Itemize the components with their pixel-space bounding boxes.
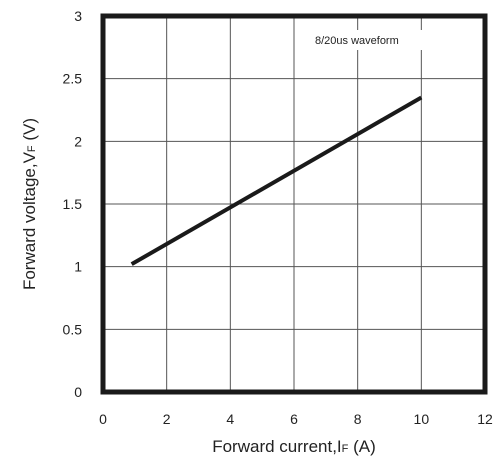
plot-frame: [100, 13, 488, 395]
y-tick-label: 2.5: [63, 71, 83, 87]
y-axis-label-subscript: F: [26, 145, 38, 152]
y-tick-label: 0.5: [63, 321, 83, 337]
grid: [103, 16, 485, 392]
y-axis-label-main: Forward voltage,V: [20, 151, 39, 290]
x-tick-label: 6: [290, 411, 298, 427]
x-tick-label: 10: [414, 411, 430, 427]
x-axis-label-main: Forward current,I: [212, 437, 341, 456]
x-tick-label: 2: [163, 411, 171, 427]
y-tick-labels: 0 0.5 1 1.5 2 2.5 3: [63, 8, 83, 400]
y-tick-label: 1.5: [63, 196, 83, 212]
x-tick-label: 0: [99, 411, 107, 427]
annotation-background: [310, 30, 460, 50]
x-tick-label: 8: [354, 411, 362, 427]
x-axis-label: Forward current,IF (A): [212, 437, 376, 456]
x-tick-label: 4: [226, 411, 234, 427]
x-tick-labels: 0 2 4 6 8 10 12: [99, 411, 493, 427]
y-axis-label-unit: (V): [20, 118, 39, 145]
x-tick-label: 12: [477, 411, 493, 427]
series-layer: [130, 95, 423, 266]
y-tick-label: 0: [74, 384, 82, 400]
waveform-annotation: 8/20us waveform: [315, 35, 399, 47]
x-axis-label-subscript: F: [342, 443, 349, 455]
y-axis-label: Forward voltage,VF (V): [20, 118, 39, 290]
y-tick-label: 2: [74, 133, 82, 149]
series-line: [130, 95, 423, 266]
x-axis-label-unit: (A): [348, 437, 375, 456]
y-tick-label: 3: [74, 8, 82, 24]
y-tick-label: 1: [74, 259, 82, 275]
